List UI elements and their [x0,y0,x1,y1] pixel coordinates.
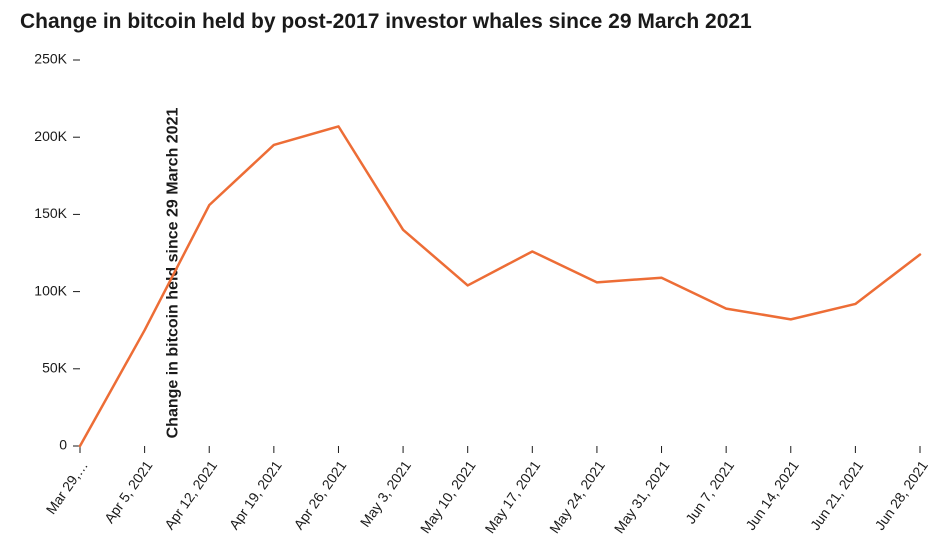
chart-title: Change in bitcoin held by post-2017 inve… [20,10,752,34]
x-tick-label: May 10, 2021 [417,457,479,536]
y-tick-label: 150K [34,205,67,221]
x-tick-label: Apr 26, 2021 [290,457,349,532]
x-tick-label: May 3, 2021 [357,457,414,529]
x-tick-label: Apr 19, 2021 [226,457,285,532]
y-tick-label: 0 [59,437,67,453]
x-tick-label: Jun 14, 2021 [742,457,802,533]
y-tick-label: 100K [34,282,67,298]
chart-plot-area: 050K100K150K200K250KMar 29,…Apr 5, 2021A… [80,60,920,446]
y-axis: 0 50K 100K 150K 200K 250K [34,51,80,453]
x-tick-label: Jun 28, 2021 [871,457,931,533]
data-line [80,126,920,446]
x-tick-label: Apr 5, 2021 [101,457,156,526]
x-tick-label: May 24, 2021 [546,457,608,536]
x-tick-label: May 31, 2021 [611,457,673,536]
y-tick-label: 200K [34,128,67,144]
chart-container: Change in bitcoin held by post-2017 inve… [0,0,940,546]
x-axis: Mar 29,…Apr 5, 2021Apr 12, 2021Apr 19, 2… [43,446,931,536]
chart-svg: 050K100K150K200K250KMar 29,…Apr 5, 2021A… [80,60,920,446]
x-tick-label: Mar 29,… [43,458,91,518]
x-tick-label: Jun 21, 2021 [807,457,867,533]
y-tick-label: 250K [34,51,67,67]
x-tick-label: Apr 12, 2021 [161,457,220,532]
x-tick-label: Jun 7, 2021 [682,457,737,526]
y-tick-label: 50K [42,360,68,376]
x-tick-label: May 17, 2021 [482,457,544,536]
